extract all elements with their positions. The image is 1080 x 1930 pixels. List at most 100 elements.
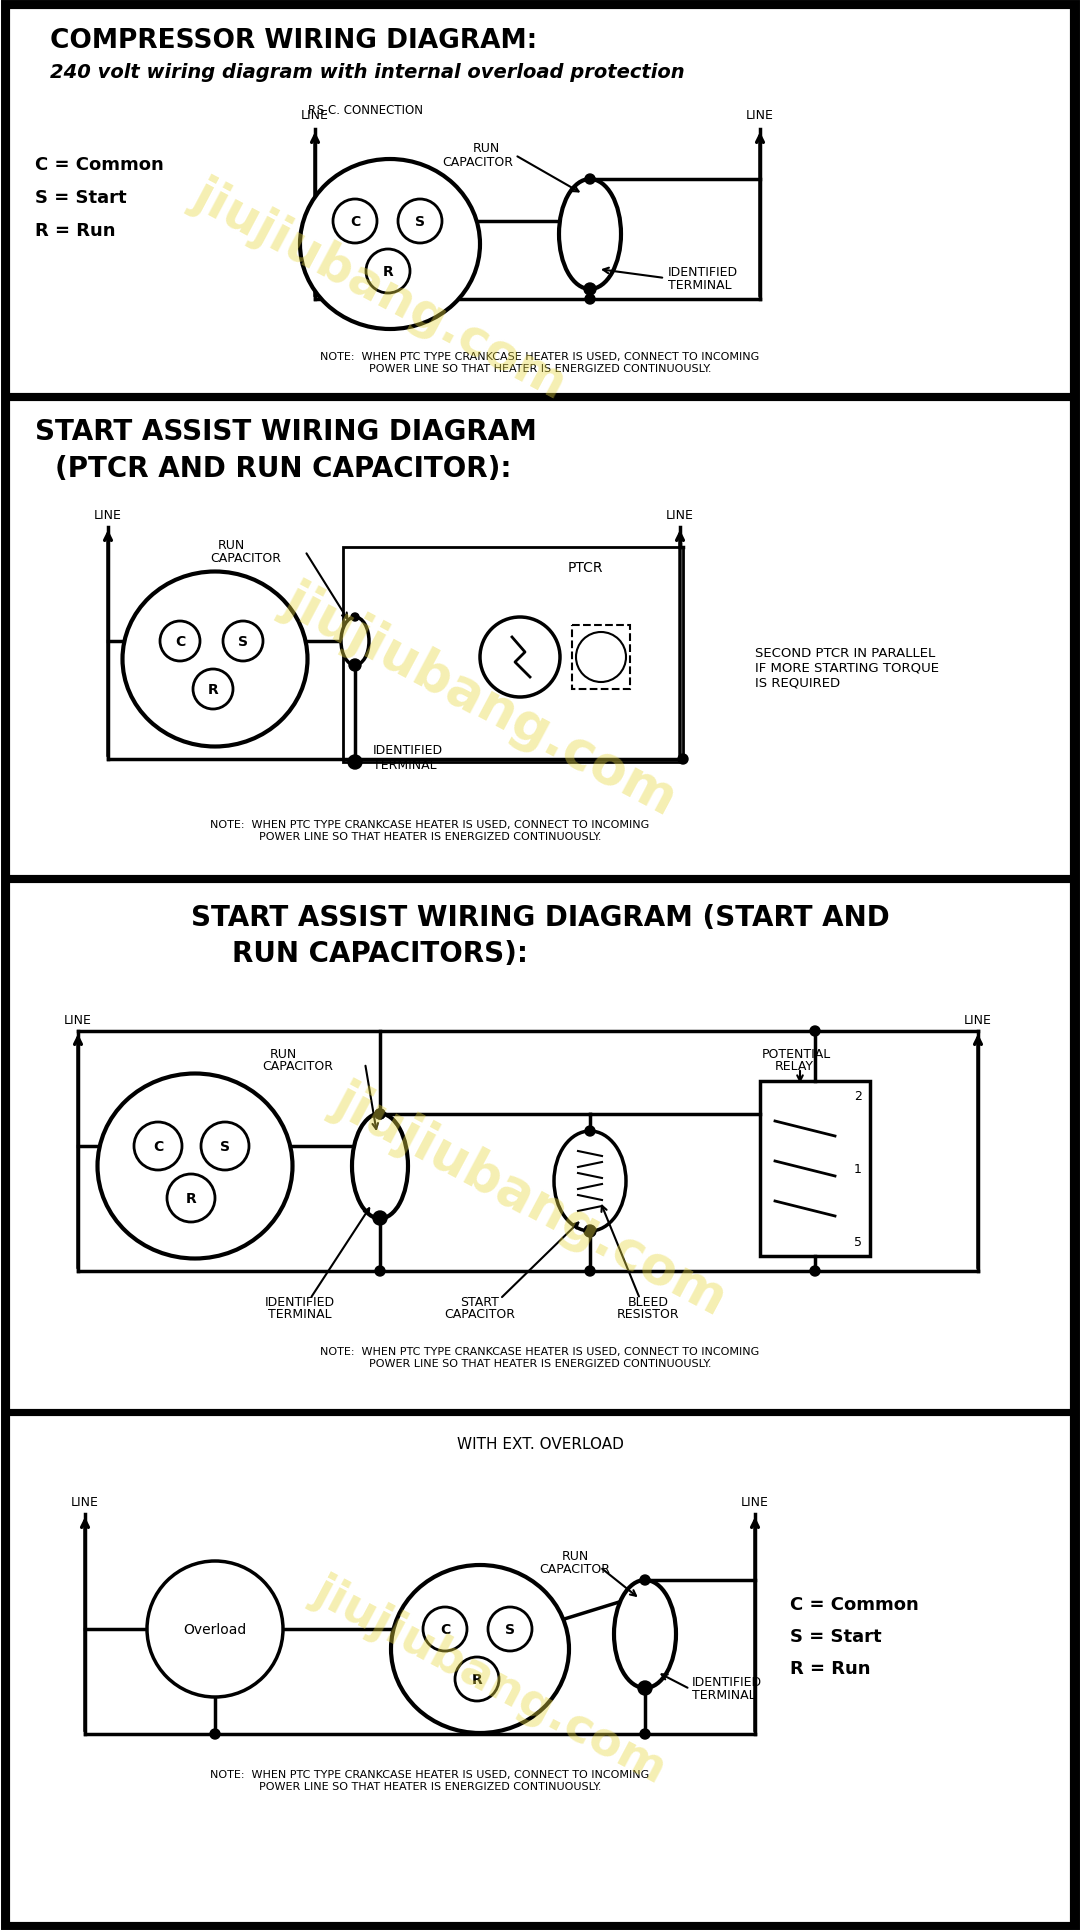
Text: C = Common: C = Common xyxy=(35,156,164,174)
Text: S: S xyxy=(238,635,248,648)
Circle shape xyxy=(134,1123,183,1170)
Text: jiujiubang.com: jiujiubang.com xyxy=(306,1567,674,1791)
Circle shape xyxy=(348,757,362,770)
Text: R = Run: R = Run xyxy=(789,1660,870,1677)
Circle shape xyxy=(584,284,596,295)
Text: LINE: LINE xyxy=(741,1496,769,1509)
Text: RESISTOR: RESISTOR xyxy=(617,1309,679,1320)
Text: C: C xyxy=(175,635,185,648)
Bar xyxy=(572,625,630,689)
Text: C: C xyxy=(440,1621,450,1637)
Text: CAPACITOR: CAPACITOR xyxy=(445,1309,515,1320)
Circle shape xyxy=(351,614,359,621)
Text: IDENTIFIED: IDENTIFIED xyxy=(669,264,738,278)
Circle shape xyxy=(147,1561,283,1696)
Circle shape xyxy=(399,201,442,243)
Circle shape xyxy=(455,1658,499,1700)
Text: LINE: LINE xyxy=(71,1496,99,1509)
Circle shape xyxy=(423,1608,467,1652)
Circle shape xyxy=(576,633,626,683)
Circle shape xyxy=(640,1575,650,1585)
Ellipse shape xyxy=(615,1581,676,1689)
Ellipse shape xyxy=(122,571,308,747)
Text: 5: 5 xyxy=(854,1235,862,1249)
Circle shape xyxy=(584,1226,596,1237)
Text: PTCR: PTCR xyxy=(568,562,604,575)
Text: RUN: RUN xyxy=(473,141,500,154)
Text: Overload: Overload xyxy=(184,1621,246,1637)
Text: NOTE:  WHEN PTC TYPE CRANKCASE HEATER IS USED, CONNECT TO INCOMING
POWER LINE SO: NOTE: WHEN PTC TYPE CRANKCASE HEATER IS … xyxy=(211,1770,650,1791)
Circle shape xyxy=(480,618,561,697)
Ellipse shape xyxy=(559,179,621,290)
Ellipse shape xyxy=(391,1565,569,1733)
Circle shape xyxy=(585,1127,595,1137)
Text: COMPRESSOR WIRING DIAGRAM:: COMPRESSOR WIRING DIAGRAM: xyxy=(50,29,537,54)
Text: R: R xyxy=(472,1671,483,1687)
Bar xyxy=(8,882,1072,1411)
Text: jiujiubang.com: jiujiubang.com xyxy=(324,1073,735,1326)
Circle shape xyxy=(810,1266,820,1276)
Text: CAPACITOR: CAPACITOR xyxy=(262,1060,333,1073)
Circle shape xyxy=(167,1173,215,1222)
Text: R = Run: R = Run xyxy=(35,222,116,239)
Ellipse shape xyxy=(300,160,480,330)
Circle shape xyxy=(585,1266,595,1276)
Text: CAPACITOR: CAPACITOR xyxy=(210,552,281,564)
Text: S: S xyxy=(415,214,426,230)
Text: P.S.C. CONNECTION: P.S.C. CONNECTION xyxy=(308,104,422,118)
Text: START: START xyxy=(460,1295,499,1309)
Text: C = Common: C = Common xyxy=(789,1596,919,1613)
Text: TERMINAL: TERMINAL xyxy=(669,278,731,291)
Circle shape xyxy=(488,1608,532,1652)
Bar xyxy=(8,8,1072,396)
Text: IDENTIFIED: IDENTIFIED xyxy=(265,1295,335,1309)
Text: jiujiubang.com: jiujiubang.com xyxy=(274,573,686,826)
Circle shape xyxy=(375,1110,384,1119)
Circle shape xyxy=(349,660,361,672)
Text: NOTE:  WHEN PTC TYPE CRANKCASE HEATER IS USED, CONNECT TO INCOMING
POWER LINE SO: NOTE: WHEN PTC TYPE CRANKCASE HEATER IS … xyxy=(321,1347,759,1368)
Circle shape xyxy=(375,1110,384,1119)
Text: jiujiubang.com: jiujiubang.com xyxy=(185,172,576,409)
Bar xyxy=(343,548,683,762)
Text: C: C xyxy=(153,1139,163,1154)
Text: TERMINAL: TERMINAL xyxy=(692,1689,756,1702)
Text: LINE: LINE xyxy=(301,108,329,122)
Text: START ASSIST WIRING DIAGRAM (START AND: START ASSIST WIRING DIAGRAM (START AND xyxy=(191,903,889,932)
Ellipse shape xyxy=(554,1131,626,1231)
Text: (PTCR AND RUN CAPACITOR):: (PTCR AND RUN CAPACITOR): xyxy=(55,455,512,482)
Text: S = Start: S = Start xyxy=(789,1627,881,1644)
Text: LINE: LINE xyxy=(666,508,694,521)
Text: 2: 2 xyxy=(854,1089,862,1102)
Text: S: S xyxy=(220,1139,230,1154)
Circle shape xyxy=(678,755,688,764)
Text: NOTE:  WHEN PTC TYPE CRANKCASE HEATER IS USED, CONNECT TO INCOMING
POWER LINE SO: NOTE: WHEN PTC TYPE CRANKCASE HEATER IS … xyxy=(321,351,759,372)
Circle shape xyxy=(366,249,410,293)
Circle shape xyxy=(375,1266,384,1276)
Circle shape xyxy=(810,1027,820,1036)
Text: 1: 1 xyxy=(854,1162,862,1175)
Circle shape xyxy=(638,1681,652,1695)
Circle shape xyxy=(585,295,595,305)
Ellipse shape xyxy=(97,1073,293,1258)
Text: S: S xyxy=(505,1621,515,1637)
Circle shape xyxy=(222,621,264,662)
Circle shape xyxy=(585,176,595,185)
Text: BLEED: BLEED xyxy=(627,1295,669,1309)
Text: RUN: RUN xyxy=(270,1046,297,1060)
Text: R: R xyxy=(207,683,218,697)
Bar xyxy=(8,1415,1072,1924)
Text: R: R xyxy=(382,264,393,278)
Text: CAPACITOR: CAPACITOR xyxy=(540,1563,610,1575)
Text: POTENTIAL: POTENTIAL xyxy=(762,1046,832,1060)
Circle shape xyxy=(373,1212,387,1226)
Circle shape xyxy=(210,1729,220,1739)
Text: LINE: LINE xyxy=(746,108,774,122)
Text: TERMINAL: TERMINAL xyxy=(373,758,436,772)
Text: TERMINAL: TERMINAL xyxy=(268,1309,332,1320)
Text: LINE: LINE xyxy=(64,1013,92,1027)
Text: C: C xyxy=(350,214,360,230)
Text: RUN: RUN xyxy=(562,1550,589,1563)
Text: RELAY: RELAY xyxy=(775,1060,814,1073)
Text: RUN CAPACITORS):: RUN CAPACITORS): xyxy=(232,940,528,967)
Text: LINE: LINE xyxy=(94,508,122,521)
